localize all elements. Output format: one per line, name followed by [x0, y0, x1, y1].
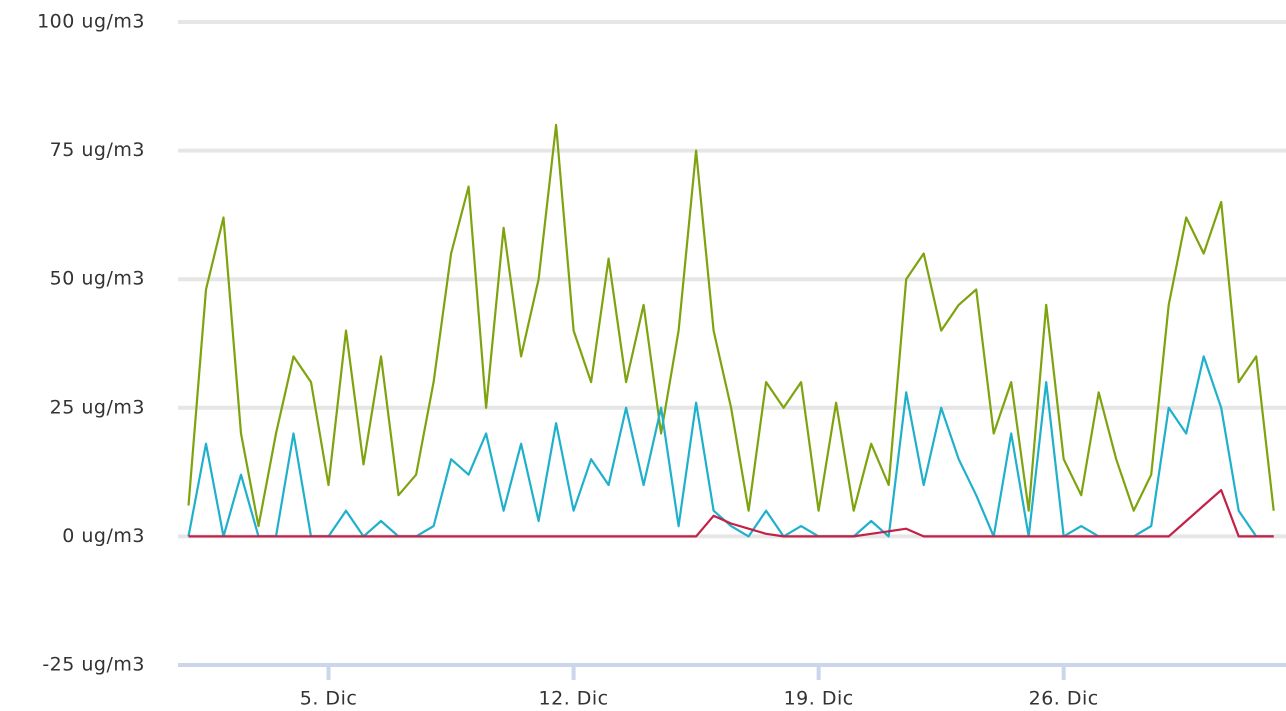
y-tick-label: 75 ug/m3 [50, 139, 145, 161]
y-tick-label: 25 ug/m3 [50, 396, 145, 418]
x-tick-label: 12. Dic [539, 688, 609, 710]
series-line [187, 355, 1274, 538]
series-line [188, 489, 1274, 538]
series-line [187, 123, 1275, 528]
y-tick-label: 0 ug/m3 [62, 525, 145, 547]
x-tick-label: 5. Dic [300, 688, 358, 710]
y-tick-label: 100 ug/m3 [37, 11, 145, 33]
x-tick-label: 19. Dic [784, 688, 854, 710]
x-tick-label: 26. Dic [1029, 688, 1099, 710]
y-tick-label: 50 ug/m3 [50, 268, 145, 290]
y-tick-label: -25 ug/m3 [42, 654, 145, 676]
